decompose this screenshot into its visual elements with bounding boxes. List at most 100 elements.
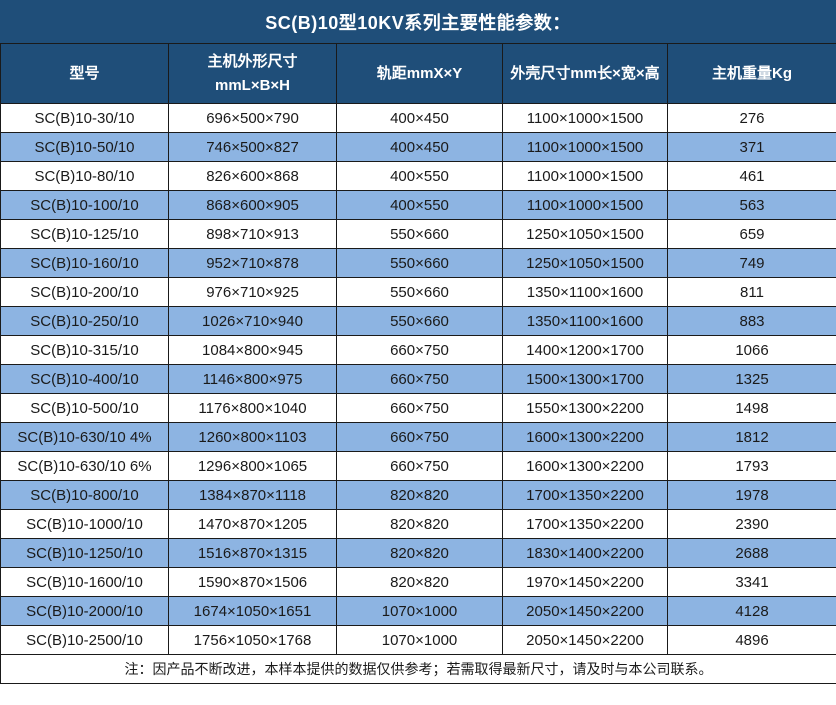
table-cell: 1250×1050×1500 [502,248,668,278]
header-main-unit-weight: 主机重量Kg [667,43,836,104]
table-row: SC(B)10-400/10 1146×800×975 660×750 1500×13… [0,364,836,394]
table-cell: 1498 [667,393,836,423]
table-cell: SC(B)10-500/10 [0,393,169,423]
table-body: SC(B)10-30/10 696×500×790 400×450 1100×1000… [0,103,836,655]
table-cell: 1384×870×1118 [168,480,337,510]
header-model: 型号 [0,43,169,104]
table-cell: 1700×1350×2200 [502,480,668,510]
header-row: 型号 主机外形尺寸 mmL×B×H 轨距mmX×Y 外壳尺寸mm长×宽×高 主机… [0,43,836,104]
table-cell: SC(B)10-315/10 [0,335,169,365]
table-row: SC(B)10-1250/10 1516×870×1315 820×820 1830×… [0,538,836,568]
table-cell: 400×450 [336,132,503,162]
table-cell: 1296×800×1065 [168,451,337,481]
table-row: SC(B)10-1000/10 1470×870×1205 820×820 1700×… [0,509,836,539]
table-cell: 1978 [667,480,836,510]
table-cell: 820×820 [336,509,503,539]
table-row: SC(B)10-2000/10 1674×1050×1651 1070×1000 20… [0,596,836,626]
table-cell: 660×750 [336,422,503,452]
table-cell: SC(B)10-630/10 4% [0,422,169,452]
table-cell: 1516×870×1315 [168,538,337,568]
footnote-row: 注：因产品不断改进，本样本提供的数据仅供参考；若需取得最新尺寸，请及时与本公司联… [0,654,836,684]
table-cell: 550×660 [336,306,503,336]
table-cell: 1026×710×940 [168,306,337,336]
table-row: SC(B)10-250/10 1026×710×940 550×660 1350×11… [0,306,836,336]
table-cell: 1793 [667,451,836,481]
table-cell: 820×820 [336,480,503,510]
table-cell: SC(B)10-50/10 [0,132,169,162]
table-cell: 371 [667,132,836,162]
table-footer: 注：因产品不断改进，本样本提供的数据仅供参考；若需取得最新尺寸，请及时与本公司联… [0,654,836,684]
table-cell: SC(B)10-200/10 [0,277,169,307]
table-cell: 1100×1000×1500 [502,132,668,162]
table-row: SC(B)10-160/10 952×710×878 550×660 1250×105… [0,248,836,278]
header-track-gauge: 轨距mmX×Y [336,43,503,104]
table-cell: 3341 [667,567,836,597]
table-cell: 1600×1300×2200 [502,451,668,481]
table-cell: 550×660 [336,277,503,307]
table-row: SC(B)10-500/10 1176×800×1040 660×750 1550×1… [0,393,836,423]
table-cell: 461 [667,161,836,191]
table-cell: 1250×1050×1500 [502,219,668,249]
table-cell: 400×450 [336,103,503,133]
table-cell: 550×660 [336,248,503,278]
table-cell: SC(B)10-250/10 [0,306,169,336]
table-cell: SC(B)10-125/10 [0,219,169,249]
table-cell: 1146×800×975 [168,364,337,394]
table-cell: 1400×1200×1700 [502,335,668,365]
table-cell: 660×750 [336,335,503,365]
table-cell: 2050×1450×2200 [502,625,668,655]
table-row: SC(B)10-125/10 898×710×913 550×660 1250×105… [0,219,836,249]
table-cell: 400×550 [336,161,503,191]
table-row: SC(B)10-30/10 696×500×790 400×450 1100×1000… [0,103,836,133]
table-row: SC(B)10-100/10 868×600×905 400×550 1100×100… [0,190,836,220]
table-cell: 660×750 [336,393,503,423]
table-cell: 4128 [667,596,836,626]
header-main-unit-dimensions: 主机外形尺寸 mmL×B×H [168,43,337,104]
page-title: SC(B)10型10KV系列主要性能参数： [265,12,571,33]
table-cell: 1176×800×1040 [168,393,337,423]
table-cell: 1970×1450×2200 [502,567,668,597]
table-cell: 1590×870×1506 [168,567,337,597]
table-cell: 1260×800×1103 [168,422,337,452]
table-cell: SC(B)10-160/10 [0,248,169,278]
table-row: SC(B)10-315/10 1084×800×945 660×750 1400×12… [0,335,836,365]
table-cell: 746×500×827 [168,132,337,162]
table-cell: 400×550 [336,190,503,220]
table-cell: 1070×1000 [336,625,503,655]
table-cell: 1812 [667,422,836,452]
table-cell: 883 [667,306,836,336]
table-cell: 1066 [667,335,836,365]
table-cell: 1100×1000×1500 [502,103,668,133]
table-row: SC(B)10-2500/10 1756×1050×1768 1070×1000 20… [0,625,836,655]
table-cell: SC(B)10-30/10 [0,103,169,133]
table-row: SC(B)10-800/10 1384×870×1118 820×820 1700×1… [0,480,836,510]
table-row: SC(B)10-630/10 6% 1296×800×1065 660×750 160… [0,451,836,481]
table-cell: SC(B)10-630/10 6% [0,451,169,481]
table-cell: SC(B)10-800/10 [0,480,169,510]
table-cell: 1100×1000×1500 [502,190,668,220]
table-cell: 4896 [667,625,836,655]
table-cell: 1756×1050×1768 [168,625,337,655]
table-cell: 952×710×878 [168,248,337,278]
table-cell: SC(B)10-1250/10 [0,538,169,568]
table-cell: 1084×800×945 [168,335,337,365]
table-row: SC(B)10-80/10 826×600×868 400×550 1100×1000… [0,161,836,191]
table-cell: 660×750 [336,451,503,481]
table-cell: 749 [667,248,836,278]
table-cell: 1500×1300×1700 [502,364,668,394]
table-cell: 1674×1050×1651 [168,596,337,626]
table-cell: 976×710×925 [168,277,337,307]
table-cell: SC(B)10-80/10 [0,161,169,191]
table-cell: 1350×1100×1600 [502,306,668,336]
table-cell: 2688 [667,538,836,568]
table-cell: 868×600×905 [168,190,337,220]
table-cell: 811 [667,277,836,307]
table-cell: 1325 [667,364,836,394]
table-cell: 826×600×868 [168,161,337,191]
table-cell: SC(B)10-100/10 [0,190,169,220]
table-row: SC(B)10-200/10 976×710×925 550×660 1350×110… [0,277,836,307]
table-cell: 1550×1300×2200 [502,393,668,423]
table-header: 型号 主机外形尺寸 mmL×B×H 轨距mmX×Y 外壳尺寸mm长×宽×高 主机… [0,43,836,104]
table-cell: SC(B)10-400/10 [0,364,169,394]
